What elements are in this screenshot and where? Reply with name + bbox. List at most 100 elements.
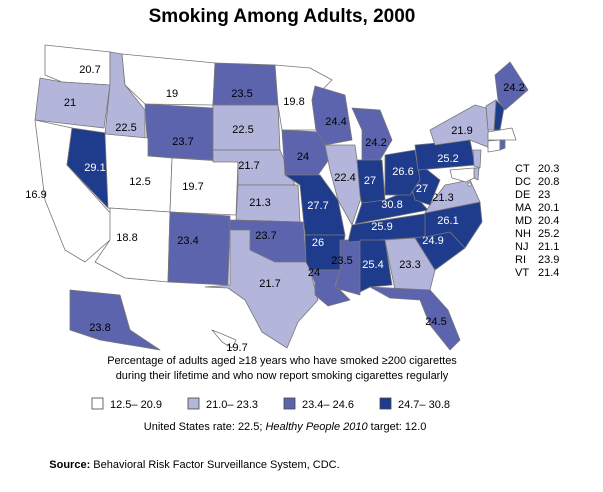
legend-swatch	[91, 397, 104, 410]
small-state	[487, 127, 517, 141]
state-value: 26	[312, 237, 324, 249]
state-value: 22.5	[115, 122, 136, 134]
source-label: Source:	[49, 459, 90, 471]
state-value: 24.2	[503, 82, 524, 94]
note-line: during their lifetime and who now report…	[116, 370, 449, 382]
small-state-value: 21.1	[538, 241, 559, 253]
state-value: 27.7	[307, 200, 328, 212]
state-value: 27	[364, 175, 376, 187]
state-value: 22.4	[334, 172, 355, 184]
title: Smoking Among Adults, 2000	[149, 6, 416, 27]
small-state-name: RI	[515, 254, 526, 266]
state	[34, 77, 111, 129]
legend-label: 24.7– 30.8	[398, 399, 450, 411]
state	[494, 61, 529, 111]
state-value: 19.7	[226, 342, 247, 354]
state	[211, 329, 237, 349]
legend-label: 12.5– 20.9	[110, 399, 162, 411]
state	[281, 129, 331, 176]
small-state-value: 25.2	[538, 228, 559, 240]
small-state	[472, 149, 482, 169]
state-value: 27	[416, 183, 428, 195]
state-value: 21.7	[238, 160, 259, 172]
state-value: 21.7	[259, 278, 280, 290]
legend-label: 23.4– 24.6	[302, 399, 354, 411]
small-state	[449, 167, 475, 183]
small-state-name: VT	[515, 267, 529, 279]
state-value: 24.9	[422, 235, 443, 247]
state-value: 26.6	[392, 166, 413, 178]
state-value: 24.2	[365, 137, 386, 149]
state-value: 23.7	[255, 230, 276, 242]
state-value: 22.5	[232, 124, 253, 136]
state-value: 20.7	[79, 64, 100, 76]
state-value: 25.9	[371, 221, 392, 233]
state	[167, 211, 231, 286]
small-state	[499, 139, 506, 151]
state	[424, 179, 481, 214]
state-value: 23.8	[89, 322, 110, 334]
state-value: 21.9	[451, 125, 472, 137]
map: 20.7 21 16.9 29.1 22.5 19 23.7 12.5 18.8 19.7 23.4…	[25, 44, 559, 354]
small-state	[485, 99, 497, 131]
small-state-name: NJ	[515, 241, 528, 253]
state	[384, 237, 436, 291]
state-value: 24	[308, 267, 320, 279]
small-state-value: 23	[538, 189, 550, 201]
state-value: 24.4	[325, 116, 346, 128]
state	[121, 53, 216, 106]
state-value: 19	[166, 88, 178, 100]
state	[204, 229, 319, 349]
small-state-name: DC	[515, 176, 531, 188]
source: Source: Behavioral Risk Factor Surveilla…	[34, 459, 349, 471]
state-value: 23.3	[399, 259, 420, 271]
small-state	[467, 182, 472, 187]
small-state-value: 20.3	[538, 163, 559, 175]
legend-swatch	[379, 397, 392, 410]
state	[144, 103, 214, 161]
small-state	[487, 139, 501, 153]
small-state-name: MA	[515, 202, 532, 214]
small-state	[473, 167, 480, 181]
state-value: 26.1	[437, 215, 458, 227]
rate-part: Healthy People 2010	[265, 421, 368, 433]
state	[169, 157, 239, 216]
legend-swatch	[283, 397, 296, 410]
small-state-name: CT	[515, 163, 530, 175]
state-value: 16.9	[25, 189, 46, 201]
state	[351, 107, 393, 161]
state	[359, 239, 393, 293]
state-value: 21	[64, 97, 76, 109]
small-state-value: 20.4	[538, 215, 559, 227]
small-state-name: MD	[515, 215, 532, 227]
legend: 12.5– 20.9 21.0– 23.3 23.4– 24.6 24.7– 30.8	[91, 397, 450, 411]
small-state-name: DE	[515, 189, 530, 201]
state-value: 19.7	[182, 181, 203, 193]
rate-text: United States rate: 22.5; Healthy People…	[129, 421, 436, 433]
small-state-value: 20.1	[538, 202, 559, 214]
state-value: 30.8	[381, 199, 402, 211]
state-value: 21.3	[432, 192, 453, 204]
small-state-value: 21.4	[538, 267, 559, 279]
state-value: 23.5	[331, 255, 352, 267]
rate-part: target: 12.0	[368, 421, 427, 433]
source-text: Behavioral Risk Factor Surveillance Syst…	[90, 459, 339, 471]
state	[69, 289, 161, 351]
state-value: 12.5	[129, 176, 150, 188]
legend-swatch	[187, 397, 200, 410]
state-value: 21.3	[249, 197, 270, 209]
state-value: 25.2	[437, 153, 458, 165]
legend-label: 21.0– 23.3	[206, 399, 258, 411]
state-value: 23.7	[172, 136, 193, 148]
state	[369, 286, 461, 351]
small-state-value: 20.8	[538, 176, 559, 188]
note-line: Percentage of adults aged ≥18 years who …	[107, 355, 457, 367]
rate-part: United States rate: 22.5;	[144, 421, 266, 433]
state-value: 23.4	[177, 235, 198, 247]
small-state-name: NH	[515, 228, 531, 240]
state-value: 23.5	[231, 88, 252, 100]
state-value: 24.5	[425, 316, 446, 328]
state-value: 24	[297, 151, 309, 163]
